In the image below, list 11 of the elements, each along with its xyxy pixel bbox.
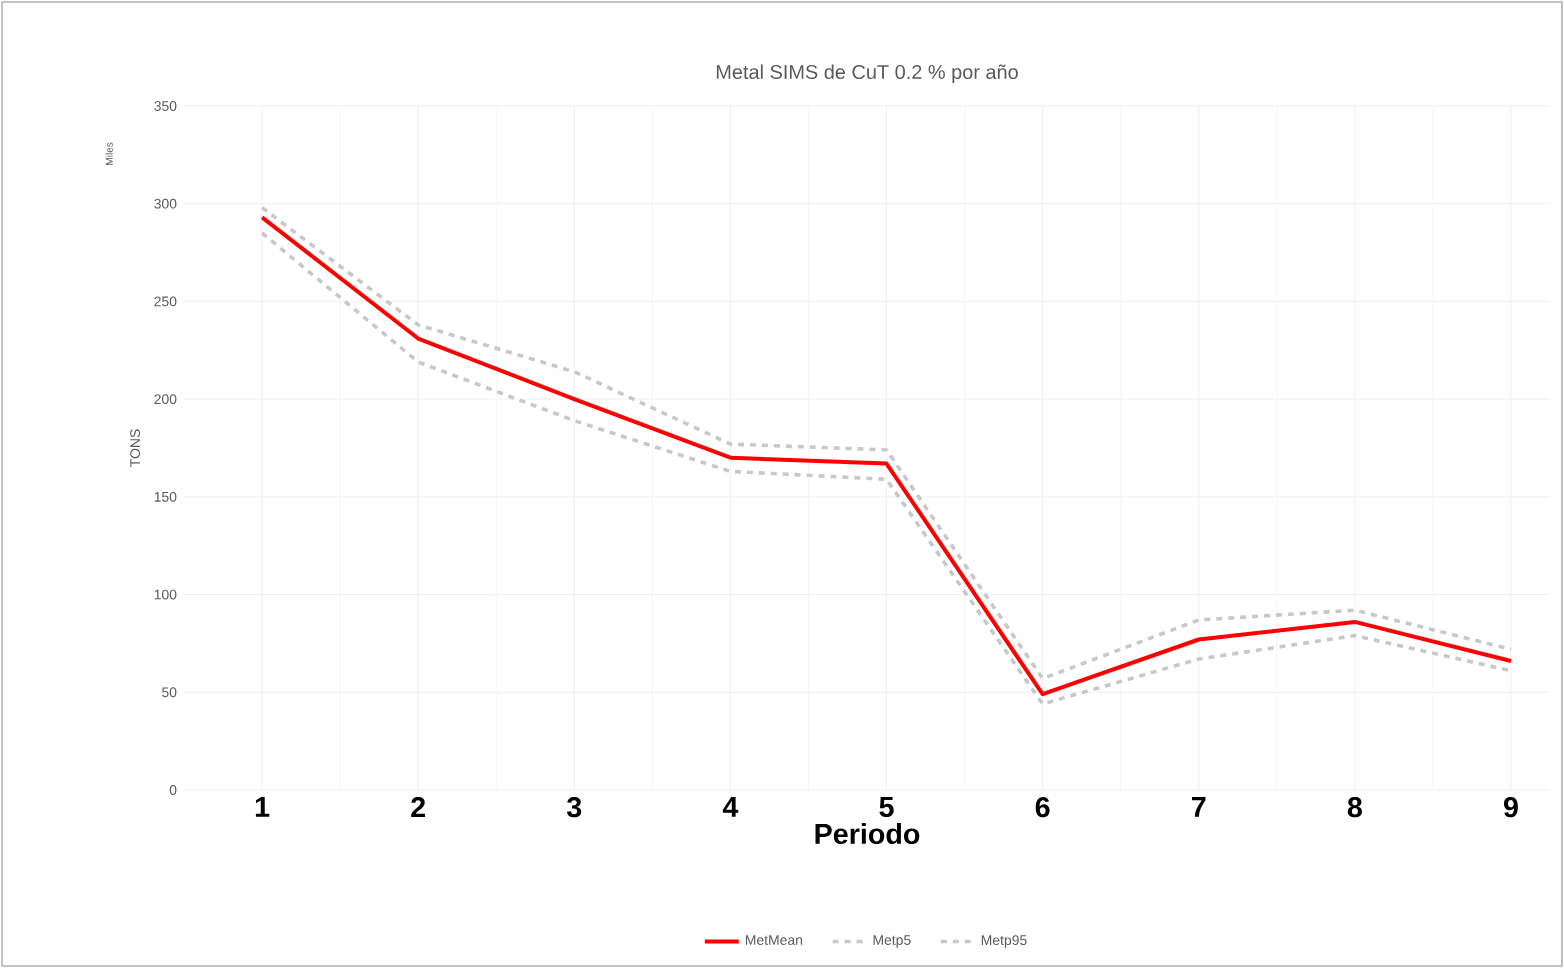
x-tick-label: 6 bbox=[1035, 797, 1050, 818]
x-tick-label: 1 bbox=[255, 797, 270, 817]
x-tick-label: 4 bbox=[722, 797, 739, 817]
x-tick-label: 9 bbox=[1504, 797, 1518, 818]
x-tick-label: 5 bbox=[879, 797, 894, 818]
x-axis-title: Periodo bbox=[815, 823, 920, 845]
x-tick-label: 8 bbox=[1347, 797, 1362, 818]
x-tick-label: 3 bbox=[566, 797, 582, 818]
x-tick-label: 2 bbox=[411, 797, 426, 818]
chart-title: Metal SIMS de CuT 0.2 % por año bbox=[716, 64, 1018, 83]
x-tick-label: 7 bbox=[1191, 797, 1206, 817]
